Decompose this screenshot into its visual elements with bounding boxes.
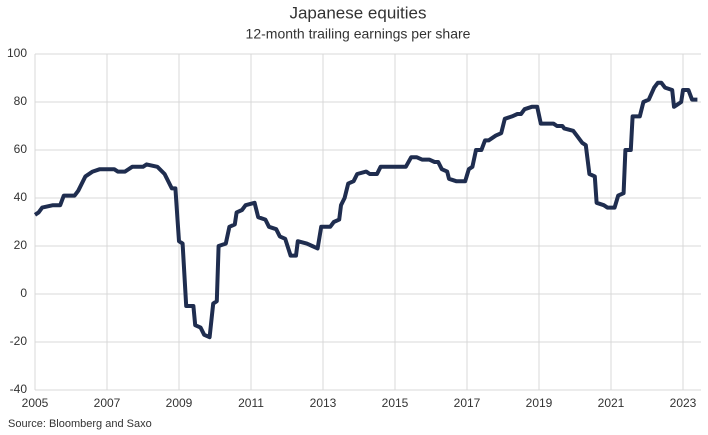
y-tick-label: 60 xyxy=(14,142,28,156)
x-tick-label: 2007 xyxy=(94,396,121,410)
x-tick-label: 2015 xyxy=(382,396,409,410)
x-tick-label: 2013 xyxy=(310,396,337,410)
y-tick-label: 40 xyxy=(14,190,28,204)
y-tick-label: 80 xyxy=(14,94,28,108)
y-tick-label: -40 xyxy=(10,382,28,396)
y-tick-label: -20 xyxy=(10,334,28,348)
x-tick-label: 2021 xyxy=(598,396,625,410)
y-tick-label: 20 xyxy=(14,238,28,252)
x-tick-label: 2011 xyxy=(238,396,264,410)
source-note: Source: Bloomberg and Saxo xyxy=(8,418,152,430)
chart-title: Japanese equities xyxy=(289,3,426,22)
x-tick-label: 2009 xyxy=(166,396,193,410)
y-tick-label: 0 xyxy=(20,286,27,300)
chart-subtitle: 12-month trailing earnings per share xyxy=(246,26,471,42)
x-tick-label: 2023 xyxy=(670,396,697,410)
x-tick-label: 2017 xyxy=(454,396,481,410)
x-tick-label: 2019 xyxy=(526,396,553,410)
data-line xyxy=(33,80,698,340)
x-tick-label: 2005 xyxy=(22,396,49,410)
y-tick-label: 100 xyxy=(7,46,27,60)
